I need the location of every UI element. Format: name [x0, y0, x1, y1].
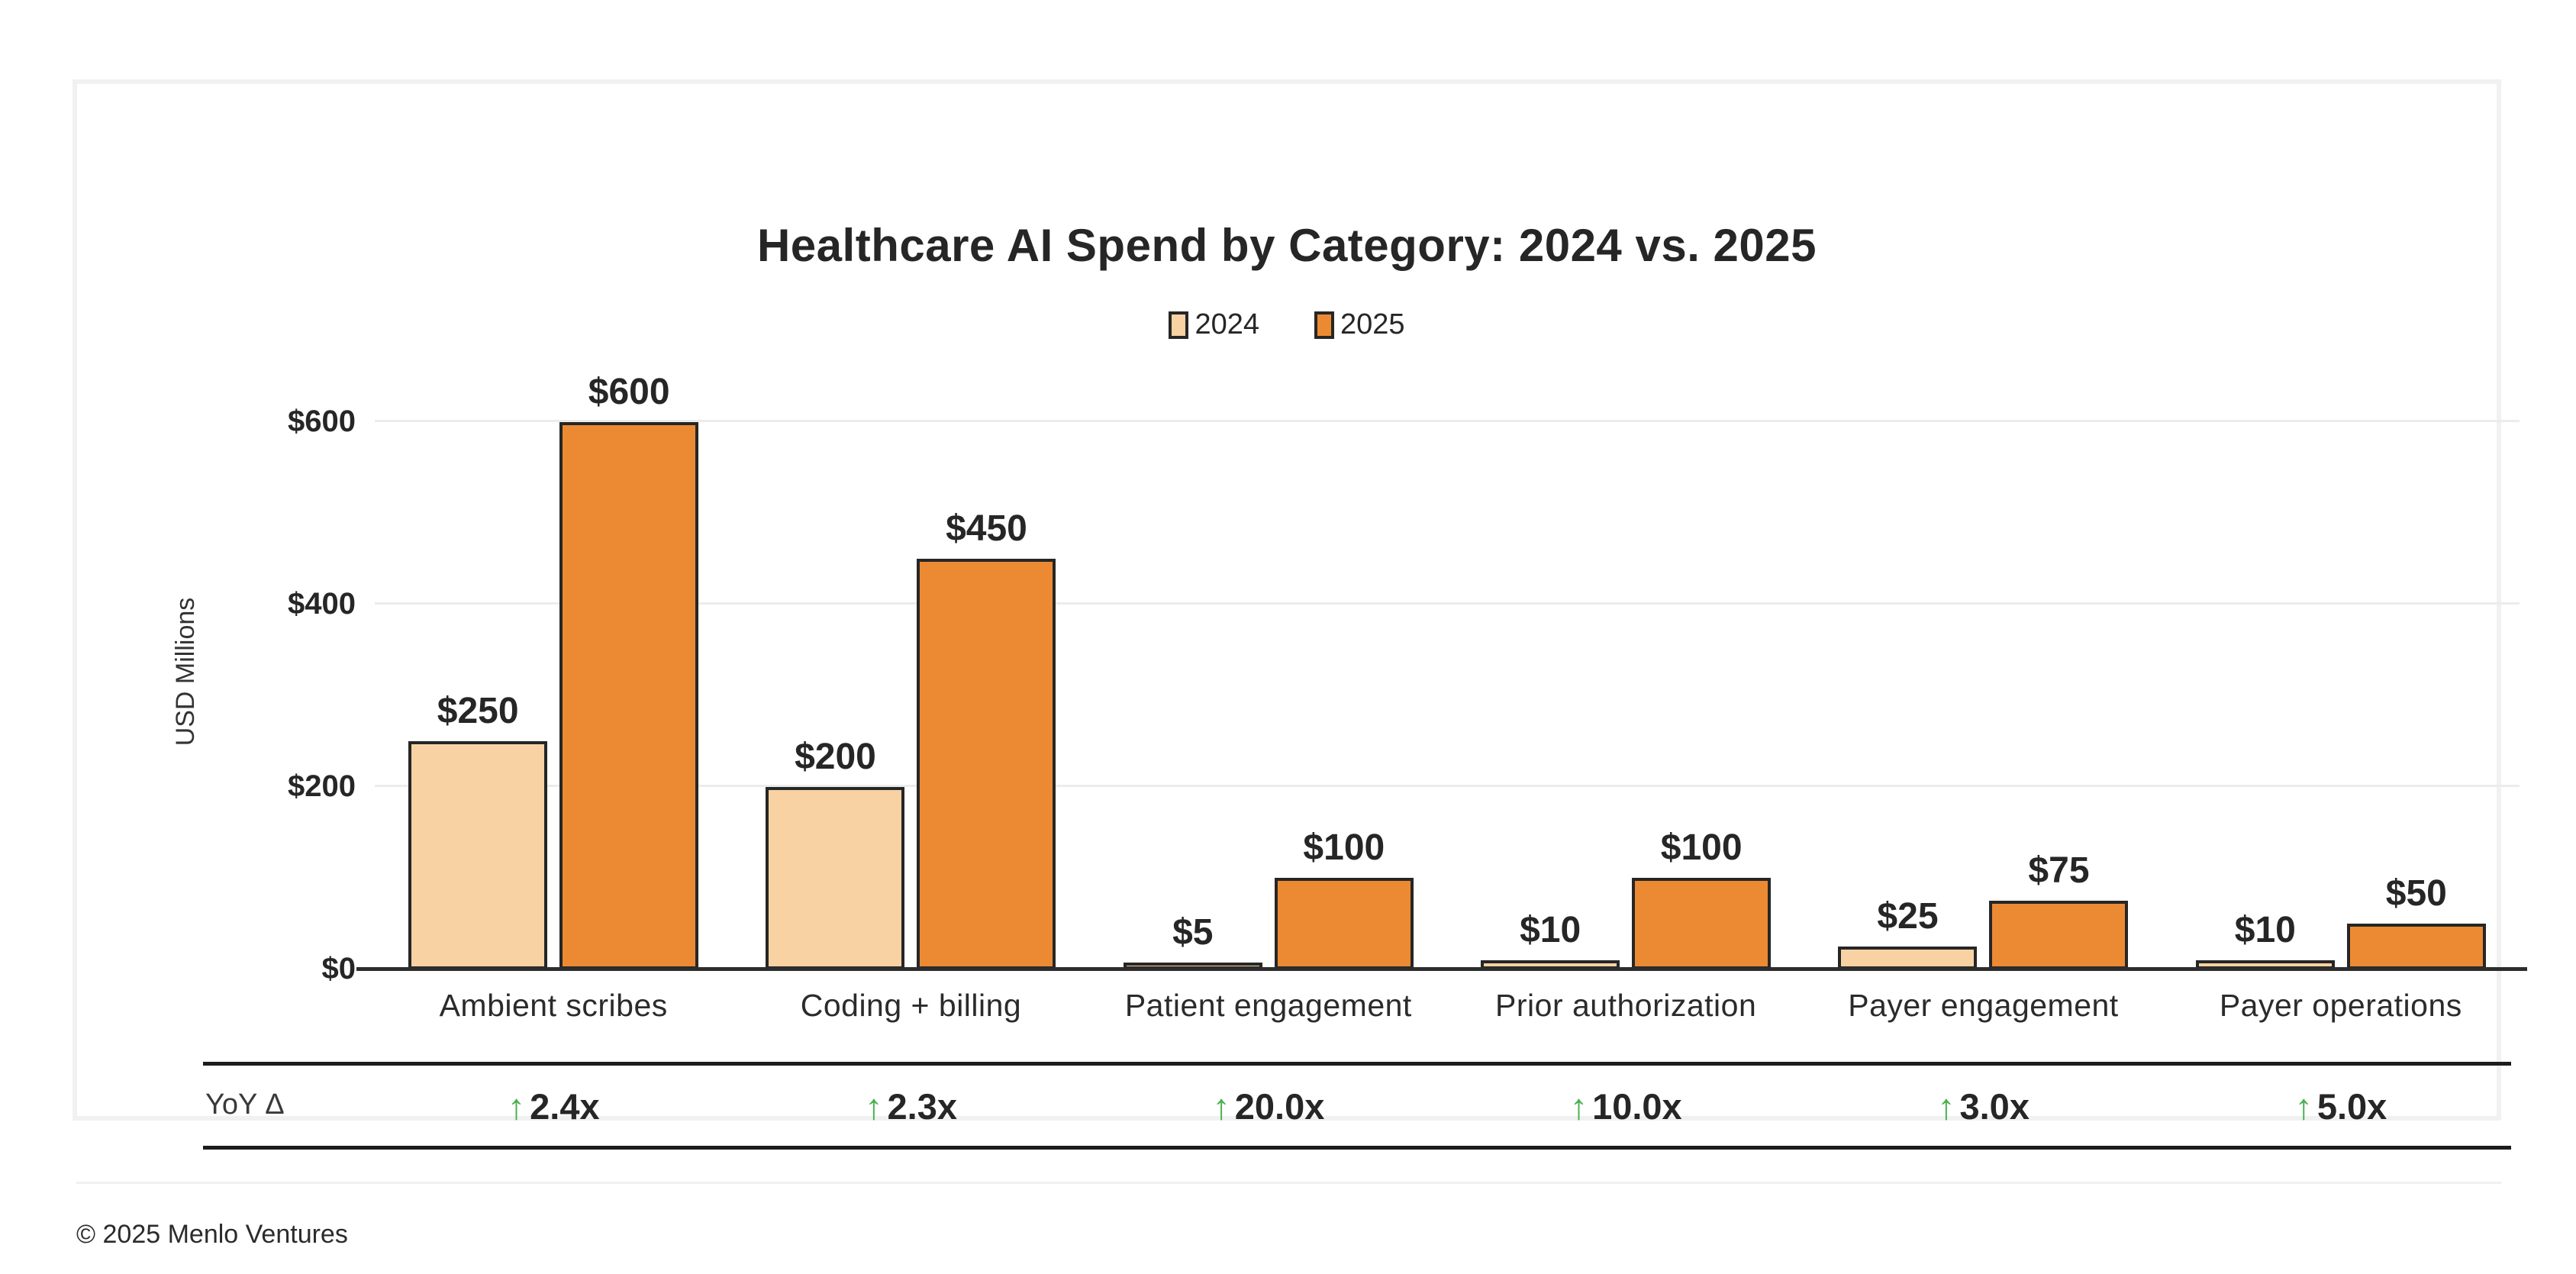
bar-value-label: $100: [1303, 827, 1385, 868]
bar-group: $10 $50: [2162, 389, 2520, 969]
gridline: [375, 785, 2520, 787]
legend-swatch-2025: [1314, 311, 1334, 339]
yoy-cell: ↑ 3.0x: [1804, 1085, 2162, 1127]
up-arrow-icon: ↑: [1212, 1086, 1230, 1127]
chart-title: Healthcare AI Spend by Category: 2024 vs…: [756, 220, 1817, 271]
gridline: [375, 602, 2520, 605]
up-arrow-icon: ↑: [2294, 1086, 2313, 1127]
bar-value-label: $200: [795, 737, 876, 777]
bar-wrap-2025: $75: [1989, 850, 2129, 969]
bar-value-label: $5: [1172, 912, 1214, 953]
bar-group: $5 $100: [1090, 389, 1447, 969]
bar-2025: [559, 422, 699, 969]
legend-label: 2024: [1195, 308, 1259, 340]
up-arrow-icon: ↑: [507, 1086, 526, 1127]
bar-wrap-2025: $100: [1274, 827, 1414, 969]
yoy-multiplier: 2.3x: [887, 1086, 957, 1127]
gridline: [375, 420, 2520, 422]
bar-value-label: $10: [1520, 910, 1581, 950]
bar-value-label: $450: [946, 508, 1027, 549]
bar-groups: $250 $600 $200 $450 $5 $100 $10 $100 $25 $75 $10 $5…: [375, 372, 2520, 969]
category-labels-row: Ambient scribes Coding + billing Patient e…: [375, 987, 2520, 1024]
legend: 2024 2025: [77, 308, 2497, 341]
legend-label: 2025: [1340, 308, 1405, 340]
yoy-row: ↑ 2.4x ↑ 2.3x ↑ 20.0x ↑ 10.0x ↑ 3.0x ↑ 5.0x: [375, 1085, 2520, 1127]
bar-wrap-2024: $5: [1123, 911, 1262, 969]
bar-wrap-2025: $600: [559, 371, 699, 969]
bar-wrap-2024: $10: [1481, 909, 1620, 969]
yoy-table-bottom-border: [203, 1146, 2511, 1150]
bar-2024: [1838, 947, 1978, 969]
y-tick-label: $200: [288, 769, 356, 803]
bar-2025: [1989, 901, 2129, 969]
category-label: Patient engagement: [1124, 988, 1412, 1023]
up-arrow-icon: ↑: [1569, 1086, 1588, 1127]
bar-value-label: $10: [2234, 910, 2296, 950]
category-label: Coding + billing: [800, 988, 1022, 1023]
bar-wrap-2024: $10: [2195, 909, 2335, 969]
category-label: Prior authorization: [1495, 988, 1757, 1023]
bar-value-label: $25: [1877, 896, 1939, 937]
bar-value-label: $50: [2385, 873, 2447, 914]
bar-group: $200 $450: [732, 389, 1089, 969]
bar-wrap-2024: $200: [766, 736, 905, 969]
category-label: Ambient scribes: [439, 988, 668, 1023]
bar-2025: [1632, 878, 1772, 969]
yoy-multiplier: 2.4x: [530, 1086, 600, 1127]
yoy-multiplier: 5.0x: [2316, 1086, 2387, 1127]
yoy-cell: ↑ 10.0x: [1447, 1085, 1804, 1127]
up-arrow-icon: ↑: [1936, 1086, 1955, 1127]
bar-2025: [917, 559, 1056, 969]
bar-value-label: $250: [437, 691, 519, 731]
bar-2025: [2346, 924, 2486, 969]
bar-group: $10 $100: [1447, 389, 1804, 969]
bar-2024: [408, 741, 548, 969]
y-tick-label: $0: [321, 952, 356, 985]
footer-divider: [76, 1182, 2501, 1184]
yoy-cell: ↑ 20.0x: [1090, 1085, 1447, 1127]
y-axis-ticks: $0 $200 $400 $600: [169, 84, 356, 1274]
yoy-multiplier: 3.0x: [1959, 1086, 2030, 1127]
yoy-table-top-border: [203, 1062, 2511, 1066]
legend-swatch-2024: [1169, 311, 1189, 339]
bar-wrap-2024: $25: [1838, 895, 1978, 969]
plot-area: $250 $600 $200 $450 $5 $100 $10 $100 $25 $75 $10 $5…: [356, 372, 2527, 971]
yoy-multiplier: 20.0x: [1234, 1086, 1325, 1127]
bar-2024: [766, 787, 905, 969]
bar-value-label: $600: [588, 372, 670, 412]
bar-value-label: $100: [1660, 827, 1743, 868]
footer-copyright: © 2025 Menlo Ventures: [76, 1220, 348, 1249]
bar-wrap-2024: $250: [408, 690, 548, 969]
yoy-cell: ↑ 2.3x: [732, 1085, 1089, 1127]
x-axis-line: [356, 967, 2527, 971]
yoy-row-label: YoY Δ: [205, 1089, 285, 1121]
legend-item-2024: 2024: [1169, 308, 1259, 341]
y-tick-label: $400: [288, 587, 356, 621]
up-arrow-icon: ↑: [865, 1086, 883, 1127]
chart-card: Healthcare AI Spend by Category: 2024 vs…: [73, 79, 2527, 1150]
bar-wrap-2025: $450: [917, 508, 1056, 969]
category-label: Payer engagement: [1848, 988, 2119, 1023]
yoy-multiplier: 10.0x: [1592, 1086, 1682, 1127]
y-tick-label: $600: [288, 405, 356, 438]
yoy-cell: ↑ 2.4x: [375, 1085, 732, 1127]
bar-value-label: $75: [2028, 850, 2090, 891]
bar-group: $250 $600: [375, 372, 732, 969]
bar-wrap-2025: $50: [2346, 872, 2486, 969]
legend-item-2025: 2025: [1314, 308, 1405, 341]
yoy-cell: ↑ 5.0x: [2162, 1085, 2520, 1127]
category-label: Payer operations: [2219, 988, 2462, 1023]
bar-wrap-2025: $100: [1632, 827, 1772, 969]
bar-group: $25 $75: [1804, 389, 2162, 969]
bar-2025: [1274, 878, 1414, 969]
